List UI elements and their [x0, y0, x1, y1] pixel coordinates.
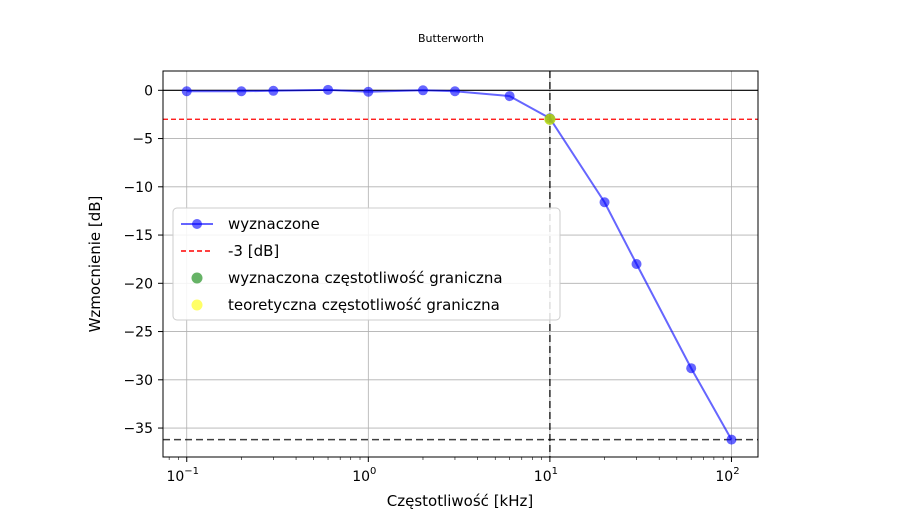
- y-tick-label: −25: [123, 325, 153, 341]
- legend-label: teoretyczna częstotliwość graniczna: [228, 296, 500, 314]
- y-tick-label: −30: [123, 373, 153, 389]
- x-tick-label: 101: [534, 466, 558, 485]
- y-axis-label: Wzmocnienie [dB]: [86, 196, 104, 333]
- cutoff-point: [544, 113, 556, 125]
- y-tick-label: −15: [123, 228, 153, 244]
- data-point: [417, 85, 428, 96]
- x-axis-label: Częstotliwość [kHz]: [387, 492, 533, 510]
- data-point: [686, 363, 697, 374]
- data-point: [363, 86, 374, 97]
- chart-title: Butterworth: [418, 32, 484, 45]
- legend-label: wyznaczone: [228, 215, 320, 233]
- data-point: [236, 86, 247, 97]
- cutoff-points: [544, 113, 556, 125]
- legend-marker-icon: [191, 299, 203, 311]
- x-tick-label: 10−1: [166, 466, 199, 485]
- plot-frame: [162, 70, 759, 458]
- x-tick-label: 100: [352, 466, 376, 485]
- data-point: [599, 197, 610, 208]
- data-point: [504, 91, 515, 102]
- legend-marker-icon: [192, 219, 202, 229]
- legend: wyznaczone -3 [dB] wyznaczona częstotliwoś…: [172, 207, 561, 321]
- data-point: [181, 86, 192, 97]
- data-point: [631, 259, 642, 269]
- data-point: [449, 86, 460, 97]
- x-tick-label: 102: [715, 466, 739, 485]
- y-tick-label: −35: [123, 421, 153, 437]
- data-point: [268, 85, 279, 96]
- axis-ticks: 10−1 100 101 102 0 −5 −10 −15 −20 −25 −30 −35: [123, 83, 739, 485]
- data-point: [726, 434, 737, 445]
- y-tick-label: −10: [123, 180, 153, 196]
- legend-box: [172, 207, 561, 321]
- y-tick-label: 0: [144, 83, 153, 99]
- y-tick-label: −5: [132, 132, 153, 148]
- legend-marker-icon: [191, 272, 203, 284]
- legend-label: -3 [dB]: [228, 242, 279, 260]
- legend-label: wyznaczona częstotliwość graniczna: [228, 269, 503, 287]
- y-tick-label: −20: [123, 276, 153, 292]
- data-point: [323, 84, 334, 95]
